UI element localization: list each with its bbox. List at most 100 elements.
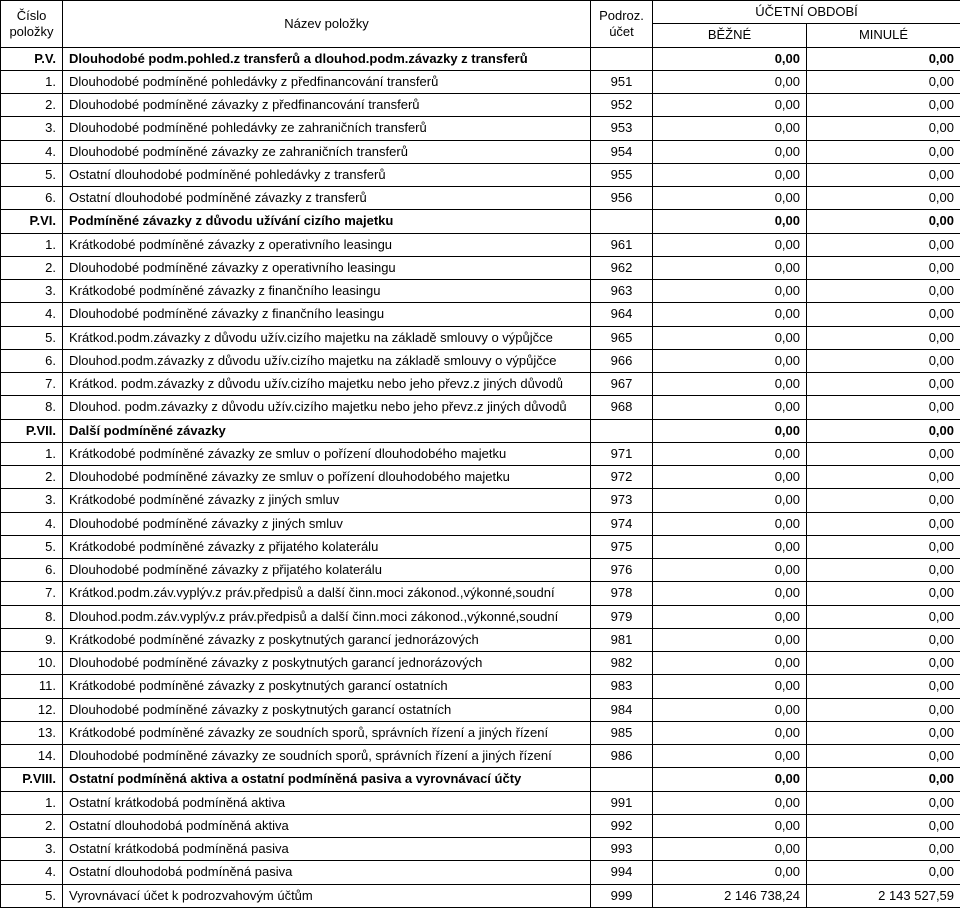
row-number: P.VII. (1, 419, 63, 442)
row-number: 1. (1, 442, 63, 465)
row-account: 994 (591, 861, 653, 884)
row-number: 6. (1, 187, 63, 210)
row-number: P.V. (1, 47, 63, 70)
row-name: Ostatní dlouhodobá podmíněná pasiva (63, 861, 591, 884)
row-name: Dlouhodobé podmíněné závazky z poskytnut… (63, 652, 591, 675)
row-name: Dlouhodobé podmíněné závazky z operativn… (63, 256, 591, 279)
row-bezne: 0,00 (653, 559, 807, 582)
row-minule: 0,00 (807, 768, 960, 791)
row-account (591, 47, 653, 70)
table-row: 5.Vyrovnávací účet k podrozvahovým účtům… (1, 884, 960, 907)
row-account: 976 (591, 559, 653, 582)
row-name: Ostatní dlouhodobé podmíněné pohledávky … (63, 163, 591, 186)
table-row: 4.Dlouhodobé podmíněné závazky ze zahran… (1, 140, 960, 163)
row-number: 8. (1, 605, 63, 628)
row-minule: 0,00 (807, 698, 960, 721)
row-account (591, 419, 653, 442)
row-number: 3. (1, 838, 63, 861)
row-minule: 0,00 (807, 70, 960, 93)
row-minule: 0,00 (807, 466, 960, 489)
row-name: Dlouhodobé podmíněné závazky z přijatého… (63, 559, 591, 582)
row-minule: 0,00 (807, 791, 960, 814)
row-name: Krátkodobé podmíněné závazky ze smluv o … (63, 442, 591, 465)
row-name: Další podmíněné závazky (63, 419, 591, 442)
table-row: 1.Krátkodobé podmíněné závazky z operati… (1, 233, 960, 256)
row-account: 954 (591, 140, 653, 163)
header-cislo: Číslo položky (1, 1, 63, 48)
table-row: 6.Dlouhod.podm.závazky z důvodu užív.ciz… (1, 349, 960, 372)
row-account: 985 (591, 721, 653, 744)
row-number: 14. (1, 745, 63, 768)
row-bezne: 0,00 (653, 768, 807, 791)
row-number: 6. (1, 559, 63, 582)
table-row: 2.Dlouhodobé podmíněné závazky z předfin… (1, 94, 960, 117)
row-minule: 0,00 (807, 349, 960, 372)
row-number: P.VIII. (1, 768, 63, 791)
row-minule: 0,00 (807, 489, 960, 512)
row-account: 962 (591, 256, 653, 279)
row-minule: 0,00 (807, 94, 960, 117)
row-number: 1. (1, 70, 63, 93)
row-account: 982 (591, 652, 653, 675)
row-bezne: 0,00 (653, 652, 807, 675)
table-row: 8.Dlouhod. podm.závazky z důvodu užív.ci… (1, 396, 960, 419)
row-account: 978 (591, 582, 653, 605)
table-row: 8.Dlouhod.podm.záv.vyplýv.z práv.předpis… (1, 605, 960, 628)
row-bezne: 0,00 (653, 489, 807, 512)
header-podroz: Podroz. účet (591, 1, 653, 48)
table-body: P.V.Dlouhodobé podm.pohled.z transferů a… (1, 47, 960, 907)
table-row: P.VII.Další podmíněné závazky0,000,00 (1, 419, 960, 442)
row-bezne: 0,00 (653, 303, 807, 326)
row-minule: 0,00 (807, 303, 960, 326)
table-row: 1.Ostatní krátkodobá podmíněná aktiva991… (1, 791, 960, 814)
table-row: 3.Krátkodobé podmíněné závazky z finančn… (1, 280, 960, 303)
row-number: 3. (1, 280, 63, 303)
row-minule: 0,00 (807, 535, 960, 558)
row-account (591, 210, 653, 233)
row-bezne: 0,00 (653, 233, 807, 256)
row-account: 974 (591, 512, 653, 535)
table-row: 2.Ostatní dlouhodobá podmíněná aktiva992… (1, 814, 960, 837)
row-account: 955 (591, 163, 653, 186)
row-name: Ostatní krátkodobá podmíněná aktiva (63, 791, 591, 814)
row-name: Krátkod. podm.závazky z důvodu užív.cizí… (63, 373, 591, 396)
row-number: 1. (1, 233, 63, 256)
row-minule: 0,00 (807, 373, 960, 396)
row-minule: 0,00 (807, 442, 960, 465)
row-account: 952 (591, 94, 653, 117)
row-account: 983 (591, 675, 653, 698)
row-bezne: 0,00 (653, 163, 807, 186)
row-number: P.VI. (1, 210, 63, 233)
table-row: P.VIII.Ostatní podmíněná aktiva a ostatn… (1, 768, 960, 791)
row-bezne: 0,00 (653, 47, 807, 70)
row-name: Ostatní dlouhodobé podmíněné závazky z t… (63, 187, 591, 210)
row-account: 956 (591, 187, 653, 210)
row-minule: 0,00 (807, 861, 960, 884)
row-minule: 0,00 (807, 210, 960, 233)
table-row: 3.Ostatní krátkodobá podmíněná pasiva993… (1, 838, 960, 861)
row-name: Ostatní dlouhodobá podmíněná aktiva (63, 814, 591, 837)
table-row: 7.Krátkod.podm.záv.vyplýv.z práv.předpis… (1, 582, 960, 605)
row-number: 12. (1, 698, 63, 721)
row-account: 951 (591, 70, 653, 93)
row-minule: 0,00 (807, 163, 960, 186)
row-number: 9. (1, 628, 63, 651)
row-name: Krátkodobé podmíněné závazky z jiných sm… (63, 489, 591, 512)
table-row: P.V.Dlouhodobé podm.pohled.z transferů a… (1, 47, 960, 70)
table-row: 12.Dlouhodobé podmíněné závazky z poskyt… (1, 698, 960, 721)
row-account: 986 (591, 745, 653, 768)
row-name: Dlouhodobé podmíněné závazky ze soudních… (63, 745, 591, 768)
row-minule: 0,00 (807, 280, 960, 303)
row-minule: 0,00 (807, 47, 960, 70)
row-account: 953 (591, 117, 653, 140)
table-row: 2.Dlouhodobé podmíněné závazky ze smluv … (1, 466, 960, 489)
row-name: Krátkodobé podmíněné závazky ze soudních… (63, 721, 591, 744)
row-number: 11. (1, 675, 63, 698)
row-bezne: 0,00 (653, 466, 807, 489)
row-minule: 0,00 (807, 326, 960, 349)
header-obdobi: ÚČETNÍ OBDOBÍ (653, 1, 960, 24)
row-bezne: 0,00 (653, 698, 807, 721)
row-name: Krátkodobé podmíněné závazky z poskytnut… (63, 628, 591, 651)
row-minule: 0,00 (807, 675, 960, 698)
row-account: 984 (591, 698, 653, 721)
